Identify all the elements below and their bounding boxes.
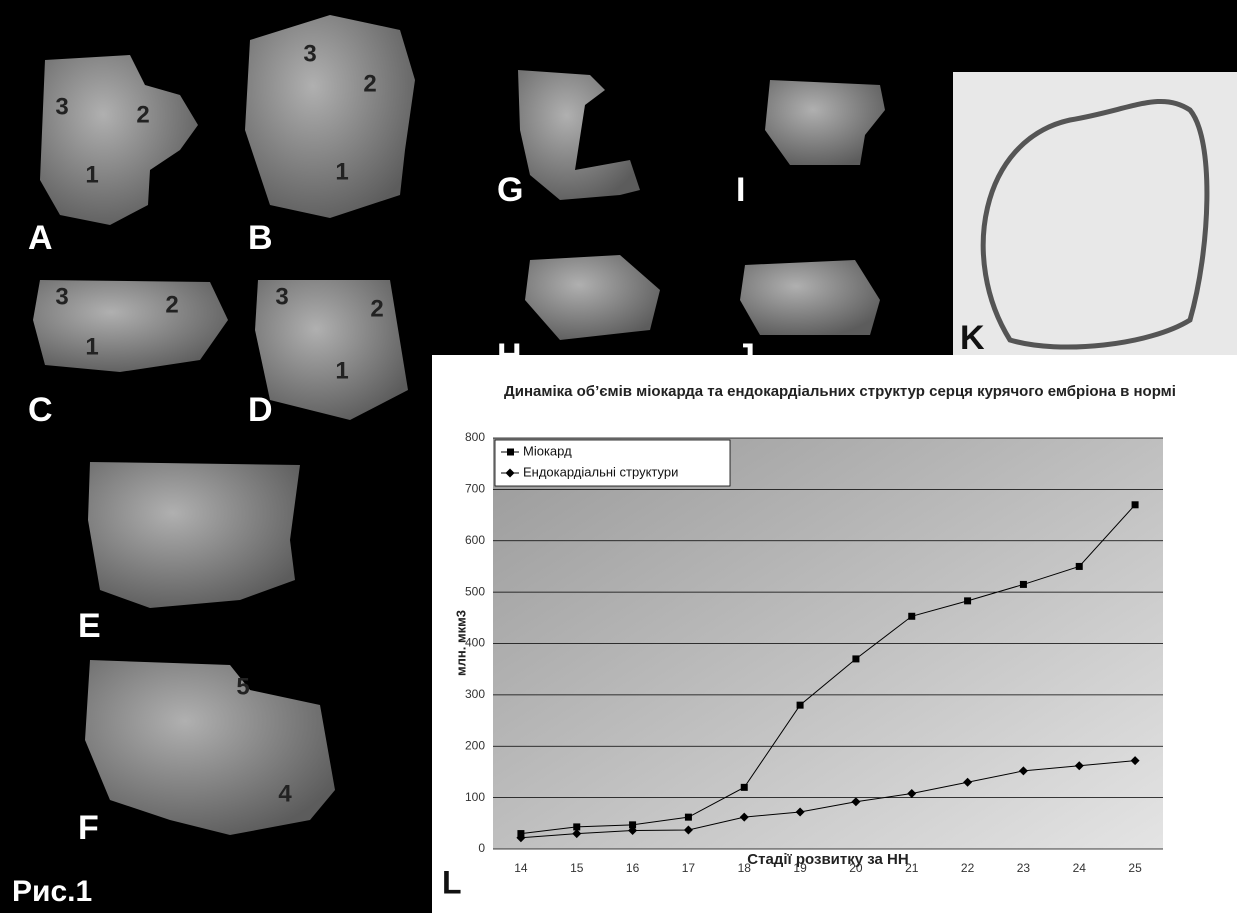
data-point xyxy=(1076,563,1083,570)
x-tick-label: 23 xyxy=(1017,861,1031,875)
y-tick-label: 500 xyxy=(465,584,485,598)
structure-number: 2 xyxy=(165,291,178,318)
x-tick-label: 18 xyxy=(738,861,752,875)
data-point xyxy=(741,784,748,791)
structure-number: 1 xyxy=(85,333,98,360)
structure-number: 3 xyxy=(55,283,68,310)
structure-number: 3 xyxy=(303,40,316,67)
panel-label: B xyxy=(248,219,273,257)
structure-number: 5 xyxy=(236,673,249,700)
panel-label: K xyxy=(960,319,985,357)
panel-label: C xyxy=(28,391,53,429)
legend-marker xyxy=(507,449,514,456)
x-tick-label: 16 xyxy=(626,861,640,875)
structure-number: 2 xyxy=(363,70,376,97)
legend-label: Ендокардіальні структури xyxy=(523,464,678,479)
x-axis-label: Стадії розвитку за НН xyxy=(747,851,908,868)
data-point xyxy=(797,702,804,709)
data-point xyxy=(908,613,915,620)
x-tick-label: 15 xyxy=(570,861,584,875)
y-tick-label: 200 xyxy=(465,738,485,752)
data-point xyxy=(685,814,692,821)
legend-label: Міокард xyxy=(523,443,572,458)
data-point xyxy=(852,655,859,662)
figure-svg: Рис.1 L Стадії розвитку за НН млн. мкм3 … xyxy=(0,0,1237,913)
figure-label: Рис.1 xyxy=(12,875,92,908)
panel-label: A xyxy=(28,219,53,257)
structure-number: 3 xyxy=(55,93,68,120)
y-tick-label: 300 xyxy=(465,687,485,701)
panel-label: F xyxy=(78,809,99,847)
chart-title: Динаміка об’ємів міокарда та ендокардіал… xyxy=(500,382,1180,402)
x-tick-label: 14 xyxy=(514,861,528,875)
x-tick-label: 20 xyxy=(849,861,863,875)
x-tick-label: 22 xyxy=(961,861,975,875)
structure-number: 2 xyxy=(136,101,149,128)
structure-number: 3 xyxy=(275,283,288,310)
data-point xyxy=(1020,581,1027,588)
structure-number: 1 xyxy=(85,161,98,188)
x-tick-label: 21 xyxy=(905,861,919,875)
y-tick-label: 600 xyxy=(465,533,485,547)
x-tick-label: 19 xyxy=(793,861,807,875)
data-point xyxy=(964,597,971,604)
panel-label: E xyxy=(78,607,101,645)
y-tick-label: 100 xyxy=(465,790,485,804)
x-tick-label: 25 xyxy=(1128,861,1142,875)
structure-number: 1 xyxy=(335,158,348,185)
structure-number: 2 xyxy=(370,295,383,322)
structure-number: 4 xyxy=(278,780,292,807)
x-tick-label: 24 xyxy=(1073,861,1087,875)
panel-label: J xyxy=(736,337,755,375)
x-tick-label: 17 xyxy=(682,861,696,875)
panel-label: H xyxy=(497,337,522,375)
y-tick-label: 400 xyxy=(465,636,485,650)
y-tick-label: 700 xyxy=(465,482,485,496)
panel-label: D xyxy=(248,391,273,429)
structure-number: 1 xyxy=(335,357,348,384)
chart-label: L xyxy=(442,864,462,900)
y-tick-label: 0 xyxy=(478,841,485,855)
panel-label: I xyxy=(736,171,745,209)
y-tick-label: 800 xyxy=(465,430,485,444)
figure: Рис.1 L Стадії розвитку за НН млн. мкм3 … xyxy=(0,0,1237,913)
data-point xyxy=(1132,501,1139,508)
panel-label: G xyxy=(497,171,523,209)
